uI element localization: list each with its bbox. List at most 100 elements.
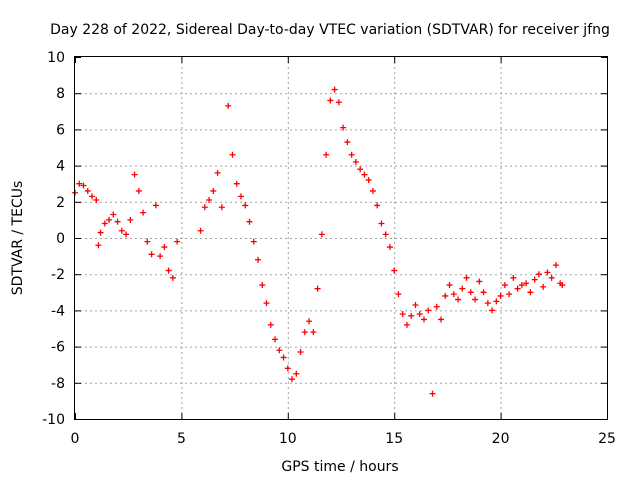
data-point <box>493 298 500 305</box>
data-point <box>233 180 240 187</box>
data-point <box>148 251 155 258</box>
data-point <box>263 300 270 307</box>
x-tick-label: 20 <box>492 431 510 447</box>
data-point <box>559 282 566 289</box>
data-point <box>344 139 351 146</box>
data-point <box>206 196 213 203</box>
data-point <box>297 349 304 356</box>
data-point <box>327 97 334 104</box>
y-axis-label: SDTVAR / TECUs <box>10 181 26 296</box>
axis-ticks: 0 5 10 15 20 25 -10 -8 -6 -4 -2 0 2 4 6 8 10 <box>42 50 616 447</box>
data-point <box>323 151 330 158</box>
data-point <box>527 289 534 296</box>
data-point <box>84 187 91 194</box>
data-points <box>72 86 566 397</box>
data-point <box>361 171 368 178</box>
data-point <box>114 218 121 225</box>
data-point <box>442 292 449 299</box>
data-point <box>506 291 513 298</box>
data-point <box>144 238 151 245</box>
data-point <box>225 102 232 109</box>
data-point <box>89 193 96 200</box>
data-point <box>438 316 445 323</box>
data-point <box>433 303 440 310</box>
data-point <box>289 376 296 383</box>
data-point <box>369 187 376 194</box>
data-point <box>535 271 542 278</box>
data-point <box>429 390 436 397</box>
data-point <box>497 292 504 299</box>
x-tick-label: 5 <box>177 431 186 447</box>
y-tick-label: -8 <box>51 376 65 392</box>
data-point <box>472 296 479 303</box>
data-point <box>276 347 283 354</box>
data-point <box>352 158 359 165</box>
data-point <box>250 238 257 245</box>
y-tick-label: 4 <box>56 159 65 175</box>
data-point <box>412 301 419 308</box>
data-point <box>93 196 100 203</box>
data-point <box>540 283 547 290</box>
data-point <box>169 274 176 281</box>
y-tick-label: -2 <box>51 267 65 283</box>
data-point <box>293 370 300 377</box>
data-point <box>131 171 138 178</box>
data-point <box>197 227 204 234</box>
data-point <box>76 180 83 187</box>
data-point <box>420 316 427 323</box>
data-point <box>450 291 457 298</box>
plot-frame <box>74 56 608 420</box>
data-point <box>544 269 551 276</box>
y-tick-label: 0 <box>56 231 65 247</box>
data-point <box>548 274 555 281</box>
data-point <box>255 256 262 263</box>
y-tick-label: -10 <box>42 412 65 428</box>
data-point <box>280 354 287 361</box>
data-point <box>523 280 530 287</box>
data-point <box>306 318 313 325</box>
data-point <box>140 209 147 216</box>
data-point <box>214 169 221 176</box>
data-point <box>484 300 491 307</box>
y-tick-label: 2 <box>56 195 65 211</box>
data-point <box>97 229 104 236</box>
data-point <box>210 187 217 194</box>
data-point <box>501 282 508 289</box>
data-point <box>127 216 134 223</box>
data-point <box>272 336 279 343</box>
data-point <box>518 282 525 289</box>
data-point <box>284 365 291 372</box>
data-point <box>123 231 130 238</box>
data-point <box>399 311 406 318</box>
data-point <box>229 151 236 158</box>
y-tick-label: -4 <box>51 303 65 319</box>
x-tick-label: 25 <box>598 431 616 447</box>
y-tick-label: 8 <box>56 86 65 102</box>
data-point <box>459 285 466 292</box>
data-point <box>106 216 113 223</box>
chart-title: Day 228 of 2022, Sidereal Day-to-day VTE… <box>50 22 610 38</box>
data-point <box>314 285 321 292</box>
data-point <box>237 193 244 200</box>
data-point <box>510 274 517 281</box>
data-point <box>514 285 521 292</box>
data-point <box>386 244 393 251</box>
data-point <box>161 244 168 251</box>
data-point <box>391 267 398 274</box>
data-point <box>101 220 108 227</box>
data-point <box>446 282 453 289</box>
data-point <box>348 151 355 158</box>
data-point <box>378 220 385 227</box>
data-point <box>416 311 423 318</box>
data-point <box>218 204 225 211</box>
data-point <box>201 204 208 211</box>
data-point <box>242 202 249 209</box>
data-point <box>531 276 538 283</box>
x-tick-label: 15 <box>385 431 403 447</box>
data-point <box>467 289 474 296</box>
data-point <box>152 202 159 209</box>
data-point <box>110 211 117 218</box>
data-point <box>301 329 308 336</box>
data-point <box>374 202 381 209</box>
